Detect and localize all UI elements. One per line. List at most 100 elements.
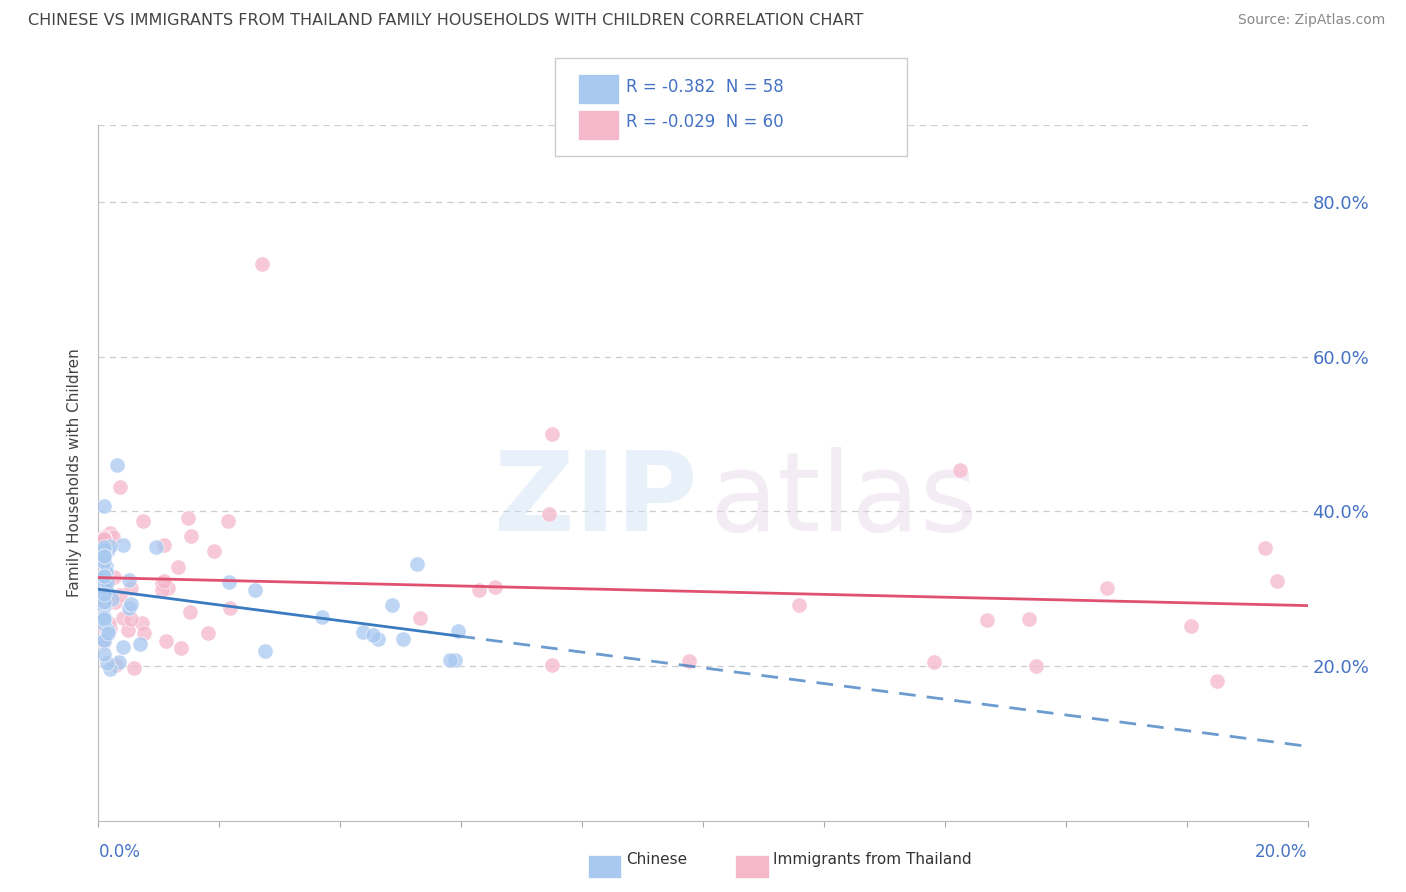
Point xyxy=(170,640,193,655)
Point xyxy=(108,655,131,669)
Point xyxy=(150,576,173,591)
Point xyxy=(112,611,135,625)
Point xyxy=(93,569,115,583)
Point xyxy=(93,599,115,614)
Point xyxy=(361,628,384,642)
Point xyxy=(380,599,402,613)
Point xyxy=(104,658,127,673)
Point xyxy=(96,566,118,580)
Point xyxy=(93,633,115,648)
Point xyxy=(540,427,562,442)
Point xyxy=(98,662,121,676)
Point xyxy=(93,532,115,546)
Point xyxy=(101,591,124,606)
Point xyxy=(93,532,115,546)
Point xyxy=(311,610,333,624)
Point xyxy=(98,621,121,635)
Point xyxy=(122,661,145,675)
Point xyxy=(93,555,115,569)
Point xyxy=(117,623,139,637)
Point xyxy=(180,529,202,543)
Point xyxy=(104,595,127,609)
Point xyxy=(145,540,167,554)
Point xyxy=(93,575,115,590)
Point xyxy=(179,605,201,619)
Point xyxy=(409,611,432,625)
Point xyxy=(439,653,461,667)
Point xyxy=(118,573,141,587)
Point xyxy=(541,657,564,672)
Point xyxy=(537,507,560,521)
Point xyxy=(93,634,115,648)
Point xyxy=(976,613,998,627)
Point xyxy=(93,568,115,582)
Point xyxy=(153,574,176,589)
Point xyxy=(443,653,465,667)
Point xyxy=(94,558,117,573)
Point xyxy=(94,569,117,583)
Point xyxy=(1024,659,1046,673)
Point xyxy=(110,480,132,494)
Point xyxy=(105,458,128,472)
Point xyxy=(93,500,115,514)
Point xyxy=(156,581,179,595)
Point xyxy=(217,514,239,528)
Point xyxy=(150,582,173,597)
Point xyxy=(111,538,134,552)
Point xyxy=(120,597,142,611)
Text: Chinese: Chinese xyxy=(626,853,686,867)
Point xyxy=(1180,618,1202,632)
Point xyxy=(93,570,115,584)
Point xyxy=(134,626,156,640)
Point xyxy=(108,588,131,602)
Point xyxy=(93,594,115,608)
Point xyxy=(176,511,198,525)
Text: Source: ZipAtlas.com: Source: ZipAtlas.com xyxy=(1237,13,1385,28)
Point xyxy=(93,568,115,582)
Point xyxy=(93,534,115,549)
Point xyxy=(93,554,115,568)
Point xyxy=(243,583,266,598)
Text: R = -0.029  N = 60: R = -0.029 N = 60 xyxy=(626,113,783,131)
Point xyxy=(1254,541,1277,555)
Text: CHINESE VS IMMIGRANTS FROM THAILAND FAMILY HOUSEHOLDS WITH CHILDREN CORRELATION : CHINESE VS IMMIGRANTS FROM THAILAND FAMI… xyxy=(28,13,863,29)
Point xyxy=(97,543,120,558)
Text: atlas: atlas xyxy=(709,447,977,554)
Text: 20.0%: 20.0% xyxy=(1256,843,1308,861)
Point xyxy=(367,632,389,646)
Point xyxy=(131,615,153,630)
Point xyxy=(922,655,945,669)
Point xyxy=(93,531,115,545)
Point xyxy=(120,581,142,595)
Point xyxy=(1265,574,1288,588)
Point xyxy=(93,647,115,661)
Point xyxy=(218,574,240,589)
Point xyxy=(678,654,700,668)
Point xyxy=(93,635,115,649)
Point xyxy=(120,612,142,626)
Point xyxy=(93,551,115,566)
Point xyxy=(101,530,124,544)
Point xyxy=(219,601,242,615)
Point xyxy=(93,576,115,591)
Text: ZIP: ZIP xyxy=(494,447,697,554)
Point xyxy=(93,609,115,624)
Point xyxy=(93,579,115,593)
Y-axis label: Family Households with Children: Family Households with Children xyxy=(67,349,83,597)
Point xyxy=(93,573,115,587)
Point xyxy=(787,598,810,612)
Point xyxy=(93,541,115,555)
Point xyxy=(98,539,121,553)
Point xyxy=(1206,674,1229,689)
Point xyxy=(406,557,429,571)
Point xyxy=(117,601,139,615)
Point xyxy=(93,612,115,626)
Point xyxy=(132,514,155,528)
Point xyxy=(93,542,115,557)
Point xyxy=(447,624,470,639)
Text: R = -0.382  N = 58: R = -0.382 N = 58 xyxy=(626,78,783,95)
Point xyxy=(1097,581,1119,595)
Point xyxy=(484,580,506,594)
Point xyxy=(93,612,115,626)
Point xyxy=(468,583,491,598)
